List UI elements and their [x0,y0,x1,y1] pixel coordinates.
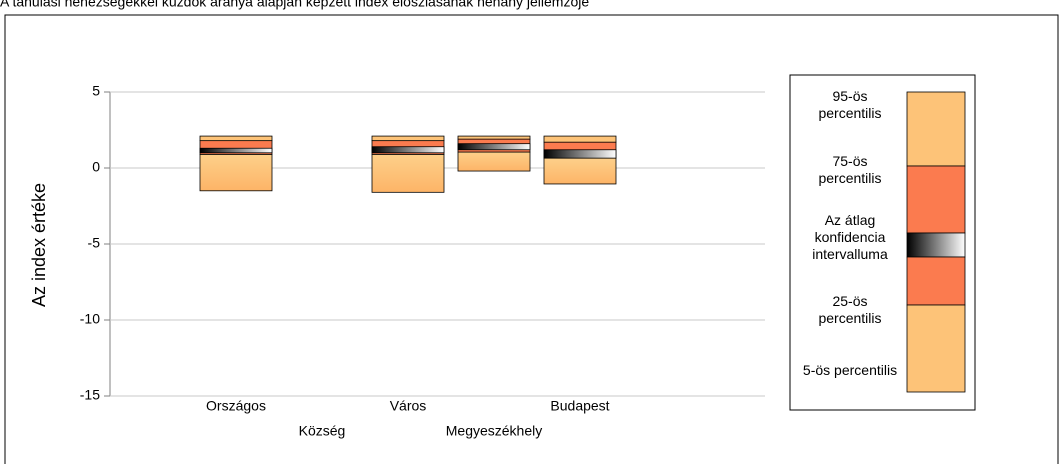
confidence-interval [543,149,617,159]
legend-swatch [906,256,966,306]
legend-label: Az átlag konfidencia intervalluma [812,212,888,262]
confidence-interval [457,143,531,151]
box-lower [199,153,273,192]
box-upper [199,135,273,142]
y-tick-label: 0 [92,159,100,175]
legend-label: 25-ös percentilis [818,293,882,326]
y-tick-label: 5 [92,83,100,99]
legend-swatch [906,304,966,393]
box-upper [457,135,531,140]
legend-label: 5-ös percentilis [802,362,898,378]
legend-swatch [906,232,966,258]
box-lower [371,153,445,193]
x-tick-label: Budapest [550,398,609,414]
frame [4,14,1059,464]
box-lower [543,157,617,185]
x-tick-label: Község [299,423,346,439]
x-tick-label: Megyeszékhely [446,423,543,439]
box-lower [457,151,531,172]
box-upper [371,135,445,142]
y-axis-label: Az index értéke [29,183,49,307]
x-tick-label: Országos [206,398,266,414]
box-upper [543,135,617,143]
legend-label: 95-ös percentilis [818,88,882,121]
legend-swatch [906,91,966,167]
y-tick-label: -15 [80,387,100,403]
x-tick-label: Város [390,398,427,414]
confidence-interval [199,147,273,154]
y-tick-label: -10 [80,311,100,327]
legend-frame [789,74,976,411]
legend-label: 75-ös percentilis [818,153,882,186]
chart-title: A tanulási nehézségekkel küzdők aránya a… [0,0,589,10]
legend-swatch [906,165,966,234]
confidence-interval [371,146,445,154]
y-tick-label: -5 [88,235,101,251]
